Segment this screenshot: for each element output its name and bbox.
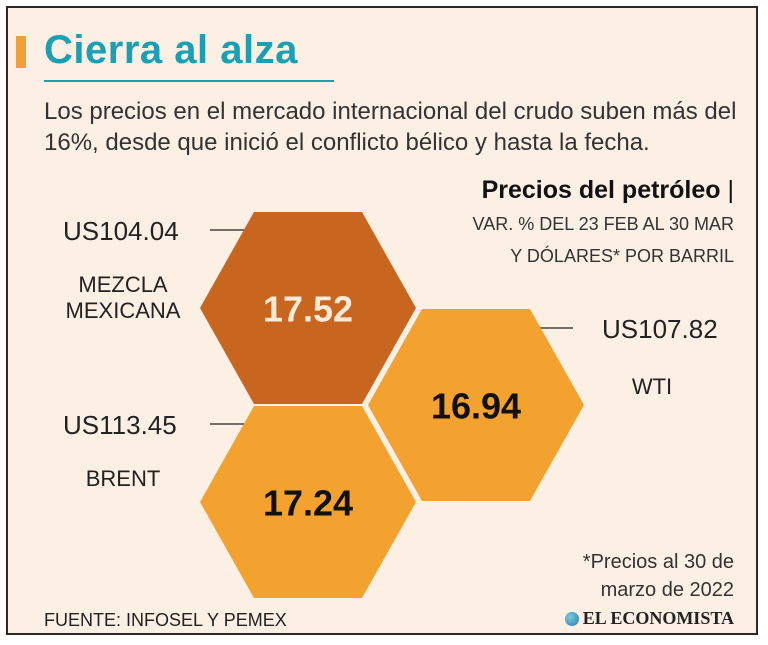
wti-name-label: WTI — [631, 374, 673, 399]
wti-price-value: 107.82 — [638, 314, 718, 344]
mezcla-name-line1: MEZCLA — [78, 272, 168, 297]
wti-price-prefix: US — [602, 314, 639, 344]
wti-hexagon — [368, 309, 584, 501]
accent-bar — [16, 36, 26, 68]
chart-note-line1: VAR. % DEL 23 FEB AL 30 MAR — [472, 214, 734, 234]
infographic-card: Cierra al alza Los precios en el mercado… — [6, 6, 758, 635]
title-underline — [44, 80, 334, 82]
mezcla-hexagon — [200, 212, 416, 404]
page-title: Cierra al alza — [44, 28, 298, 72]
footnote-line2: marzo de 2022 — [600, 579, 734, 601]
chart-title-suffix: | — [727, 176, 735, 204]
hexagon-chart: 17.52 16.94 17.24 — [200, 212, 584, 598]
wti-price-label: US107.82 — [602, 314, 718, 345]
brent-hexagon — [200, 406, 416, 598]
brent-price-prefix: US — [63, 410, 100, 440]
mezcla-name-label: MEZCLA MEXICANA — [58, 272, 188, 324]
chart-heading: Precios del petróleo | — [482, 176, 734, 205]
mezcla-price-value: 104.04 — [99, 216, 179, 246]
footnote-line1: *Precios al 30 de — [582, 551, 734, 573]
brand-name: EL ECONOMISTA — [582, 608, 734, 628]
mezcla-change-value: 17.52 — [263, 289, 353, 330]
globe-icon — [564, 611, 579, 626]
chart-note-line2: Y DÓLARES* POR BARRIL — [510, 246, 734, 266]
footnote: *Precios al 30 de marzo de 2022 — [534, 548, 734, 604]
hexagons: 17.52 16.94 17.24 — [200, 212, 584, 598]
source-note: FUENTE: INFOSEL Y PEMEX — [44, 610, 287, 630]
page-subtitle: Los precios en el mercado internacional … — [44, 98, 737, 156]
brent-change-value: 17.24 — [263, 483, 353, 524]
brent-price-label: US113.45 — [63, 410, 177, 441]
brent-price-value: 113.45 — [99, 410, 177, 440]
mezcla-price-prefix: US — [63, 216, 100, 246]
mezcla-price-label: US104.04 — [63, 216, 179, 247]
brand-logo: EL ECONOMISTA — [564, 608, 734, 629]
mezcla-name-line2: MEXICANA — [65, 298, 181, 323]
chart-title: Precios del petróleo — [481, 176, 721, 204]
brent-name-label: BRENT — [85, 466, 161, 491]
wti-change-value: 16.94 — [431, 386, 521, 427]
